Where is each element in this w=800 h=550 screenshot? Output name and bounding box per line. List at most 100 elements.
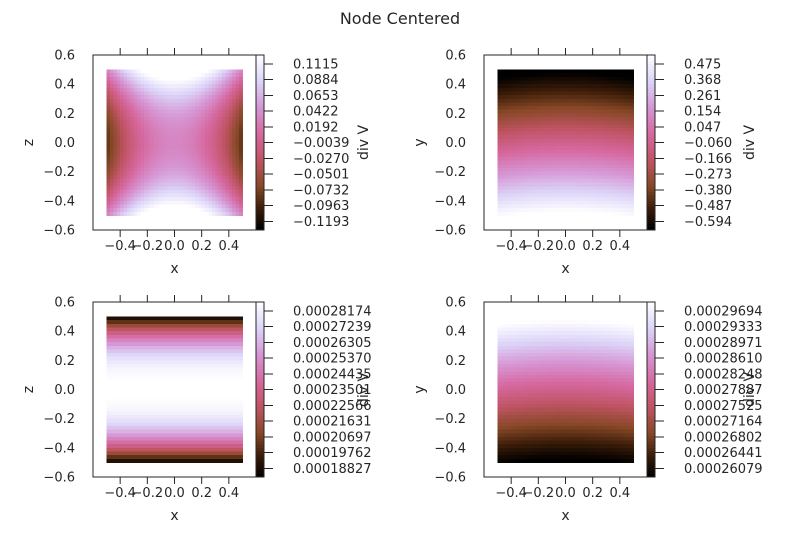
heatmap-cell <box>228 149 233 155</box>
heatmap-cell <box>568 142 573 147</box>
heatmap-cell <box>191 323 196 329</box>
heatmap-cell <box>116 345 121 350</box>
heatmap-cell <box>239 91 244 96</box>
heatmap-cell <box>575 186 580 191</box>
heatmap-cell <box>194 323 199 329</box>
heatmap-cell <box>235 455 240 460</box>
heatmap-cell <box>157 320 162 325</box>
heatmap-cell <box>198 131 203 136</box>
heatmap-cell <box>150 385 155 391</box>
heatmap-cell <box>211 186 216 191</box>
heatmap-cell <box>150 138 155 144</box>
heatmap-cell <box>562 80 567 85</box>
heatmap-cell <box>211 400 216 405</box>
heatmap-cell <box>626 142 631 147</box>
heatmap-cell <box>113 87 118 93</box>
heatmap-cell <box>201 142 206 147</box>
heatmap-cell <box>191 113 196 118</box>
heatmap-cell <box>164 80 169 85</box>
heatmap-cell <box>239 69 244 74</box>
heatmap-cell <box>160 197 165 202</box>
heatmap-cell <box>225 193 230 198</box>
heatmap-cell <box>167 331 172 336</box>
heatmap-cell <box>524 211 529 217</box>
heatmap-cell <box>528 200 533 206</box>
heatmap-cell <box>174 164 179 169</box>
heatmap-cell <box>589 157 594 162</box>
heatmap-cell <box>164 171 169 176</box>
heatmap-cell <box>534 127 539 133</box>
heatmap-cell <box>171 182 176 187</box>
heatmap-cell <box>531 84 536 89</box>
heatmap-cell <box>565 113 570 118</box>
heatmap-cell <box>626 106 631 111</box>
heatmap-cell <box>143 69 148 74</box>
heatmap-cell <box>181 153 186 158</box>
heatmap-cell <box>106 76 111 82</box>
heatmap-cell <box>171 367 176 372</box>
heatmap-cell <box>507 168 512 173</box>
heatmap-cell <box>120 113 125 118</box>
heatmap-cell <box>589 116 594 122</box>
heatmap-cell <box>211 363 216 369</box>
colorbar-swatch <box>256 160 264 164</box>
heatmap-cell <box>239 197 244 202</box>
heatmap-cell <box>133 84 138 89</box>
heatmap-cell <box>113 422 118 427</box>
heatmap-cell <box>143 109 148 114</box>
heatmap-cell <box>184 73 189 78</box>
heatmap-cell <box>596 124 601 129</box>
heatmap-cell <box>160 80 165 85</box>
heatmap-cell <box>191 444 196 449</box>
colorbar-swatch <box>256 125 264 129</box>
heatmap-cell <box>585 84 590 89</box>
heatmap-cell <box>232 171 237 176</box>
heatmap-cell <box>181 106 186 111</box>
heatmap-cell <box>619 168 624 173</box>
heatmap-cell <box>191 146 196 151</box>
heatmap-cell <box>113 106 118 111</box>
heatmap-cell <box>171 429 176 434</box>
heatmap-cell <box>208 193 213 198</box>
heatmap-cell <box>184 84 189 89</box>
heatmap-cell <box>201 189 206 195</box>
heatmap-cell <box>541 135 546 140</box>
heatmap-cell <box>150 451 155 456</box>
heatmap-cell <box>225 146 230 151</box>
heatmap-cell <box>171 411 176 416</box>
heatmap-cell <box>531 186 536 191</box>
heatmap-cell <box>596 120 601 125</box>
heatmap-cell <box>575 69 580 74</box>
heatmap-cell <box>568 182 573 187</box>
heatmap-cell <box>606 87 611 93</box>
heatmap-cell <box>565 182 570 187</box>
heatmap-cell <box>521 131 526 136</box>
heatmap-cell <box>120 393 125 398</box>
heatmap-cell <box>208 127 213 133</box>
heatmap-cell <box>184 69 189 74</box>
heatmap-cell <box>174 429 179 434</box>
heatmap-cell <box>511 116 516 122</box>
heatmap-cell <box>137 106 142 111</box>
heatmap-cell <box>174 356 179 361</box>
heatmap-cell <box>109 338 114 343</box>
heatmap-cell <box>160 407 165 412</box>
heatmap-cell <box>215 345 220 350</box>
heatmap-cell <box>521 73 526 78</box>
heatmap-cell <box>531 208 536 213</box>
heatmap-cell <box>171 175 176 180</box>
heatmap-cell <box>181 120 186 125</box>
heatmap-cell <box>575 208 580 213</box>
heatmap-cell <box>613 193 618 198</box>
heatmap-cell <box>218 389 223 394</box>
heatmap-cell <box>130 116 135 122</box>
heatmap-cell <box>201 451 206 456</box>
heatmap-cell <box>218 186 223 191</box>
heatmap-cell <box>579 168 584 173</box>
heatmap-cell <box>613 127 618 133</box>
heatmap-cell <box>106 120 111 125</box>
heatmap-cell <box>181 175 186 180</box>
heatmap-cell <box>565 164 570 169</box>
colorbar-tick-label: −0.273 <box>684 168 732 183</box>
heatmap-cell <box>191 135 196 140</box>
